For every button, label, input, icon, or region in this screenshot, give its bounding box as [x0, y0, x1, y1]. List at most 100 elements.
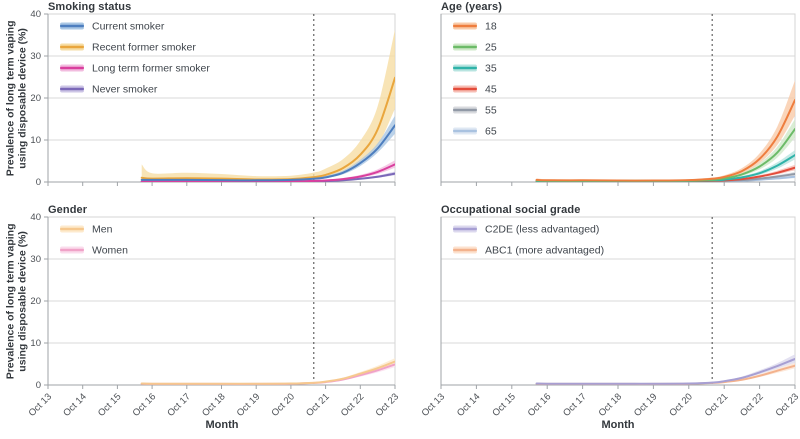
y-tick-label: 30	[30, 51, 41, 62]
legend-occupational-social-grade: C2DE (less advantaged) ABC1 (more advanta…	[453, 224, 604, 257]
y-tick-label: 0	[36, 177, 41, 188]
ci-band-25	[536, 119, 795, 182]
series-line-long-term-former-smoker	[140, 163, 395, 182]
x-tick-label: Oct 13	[420, 391, 448, 419]
ci-band-c2de-less-advantaged	[536, 354, 795, 385]
x-tick-label: Oct 19	[235, 391, 263, 419]
x-tick-label: Oct 18	[597, 391, 625, 419]
legend-label: Men	[92, 224, 113, 236]
legend-line-swatch	[453, 248, 477, 252]
legend-line-swatch	[453, 45, 477, 49]
legend-item-65: 65	[453, 126, 497, 138]
legend-line-swatch	[60, 24, 84, 28]
legend-item-men: Men	[60, 224, 113, 236]
legend-line-swatch	[60, 66, 84, 70]
panel-title-age: Age (years)	[441, 1, 503, 13]
legend-item-women: Women	[60, 245, 128, 257]
x-tick-label: Oct 17	[561, 391, 589, 419]
legend-label: 55	[485, 105, 497, 117]
x-tick-label: Oct 14	[61, 391, 89, 419]
legend-gender: Men Women	[60, 224, 128, 257]
panel-title-gender: Gender	[48, 204, 88, 216]
series-line-c2de-less-advantaged	[535, 358, 795, 385]
panel-gender: Oct 13 Oct 14 Oct 15 Oct 16 Oct 17 Oct 18 Oct …	[27, 212, 402, 419]
ci-band-women	[141, 361, 395, 385]
legend-label: Recent former smoker	[92, 42, 196, 54]
y-tick-label: 30	[30, 254, 41, 265]
x-axis-title-left: Month	[205, 419, 239, 431]
legend-item-25: 25	[453, 42, 497, 54]
x-tick-label: Oct 19	[632, 391, 660, 419]
y-tick-label: 40	[30, 212, 41, 223]
legend-label: C2DE (less advantaged)	[485, 224, 599, 236]
legend-item-c2de-less-advantaged: C2DE (less advantaged)	[453, 224, 599, 236]
x-tick-label: Oct 14	[455, 391, 483, 419]
series-line-recent-former-smoker	[140, 76, 395, 181]
y-tick-label: 10	[30, 338, 41, 349]
legend-item-45: 45	[453, 84, 497, 96]
legend-line-swatch	[60, 87, 84, 91]
legend-label: ABC1 (more advantaged)	[485, 245, 604, 257]
legend-label: Long term former smoker	[92, 63, 210, 75]
legend-line-swatch	[453, 66, 477, 70]
legend-smoking-status: Current smoker Recent former smoker Long t…	[60, 21, 210, 96]
y-tick-label: 20	[30, 296, 41, 307]
legend-item-recent-former-smoker: Recent former smoker	[60, 42, 196, 54]
ci-band-men	[141, 358, 395, 385]
panel-title-smoking-status: Smoking status	[48, 1, 132, 13]
x-tick-label: Oct 16	[131, 391, 159, 419]
legend-line-swatch	[453, 108, 477, 112]
x-tick-label: Oct 15	[96, 391, 124, 419]
legend-item-abc1-more-advantaged: ABC1 (more advantaged)	[453, 245, 604, 257]
legend-item-never-smoker: Never smoker	[60, 84, 158, 96]
legend-label: 45	[485, 84, 497, 96]
legend-item-18: 18	[453, 21, 497, 33]
legend-item-55: 55	[453, 105, 497, 117]
series-line-current-smoker	[140, 124, 395, 182]
x-tick-label: Oct 20	[667, 391, 695, 419]
legend-line-swatch	[453, 87, 477, 91]
y-axis-title-bottom: Prevalence of long term vaping using dis…	[4, 223, 29, 380]
y-tick-label: 40	[30, 9, 41, 20]
series-line-18	[535, 99, 795, 182]
panel-title-occupational-social-grade: Occupational social grade	[441, 204, 581, 216]
x-axis-title-right: Month	[601, 419, 635, 431]
legend-label: 25	[485, 42, 497, 54]
legend-item-long-term-former-smoker: Long term former smoker	[60, 63, 210, 75]
panel-age-years: 18 25 35 45 55 65	[440, 13, 796, 186]
y-axis-title-top: Prevalence of long term vaping using dis…	[4, 20, 29, 177]
legend-label: 35	[485, 63, 497, 75]
x-tick-label: Oct 22	[339, 391, 367, 419]
legend-line-swatch	[453, 227, 477, 231]
legend-line-swatch	[453, 129, 477, 133]
legend-item-35: 35	[453, 63, 497, 75]
legend-label: Never smoker	[92, 84, 158, 96]
x-tick-label: Oct 15	[490, 391, 518, 419]
y-tick-label: 0	[36, 380, 41, 391]
x-tick-label: Oct 13	[27, 391, 55, 419]
x-tick-label: Oct 23	[374, 391, 402, 419]
panel-smoking-status: 0 10 20 30 40 Current smoker Recent former smo…	[30, 9, 396, 188]
x-tick-label: Oct 21	[703, 391, 731, 419]
legend-label: 65	[485, 126, 497, 138]
x-tick-label: Oct 22	[738, 391, 766, 419]
legend-age-years: 18 25 35 45 55 65	[453, 21, 497, 138]
x-tick-label: Oct 17	[165, 391, 193, 419]
panel-occupational-social-grade: Oct 13 Oct 14 Oct 15 Oct 16 Oct 17 Oct 18 Oct …	[420, 216, 800, 419]
legend-label: Women	[92, 245, 128, 257]
legend-line-swatch	[453, 24, 477, 28]
y-tick-label: 20	[30, 93, 41, 104]
legend-line-swatch	[60, 45, 84, 49]
legend-line-swatch	[60, 227, 84, 231]
x-tick-label: Oct 18	[200, 391, 228, 419]
x-tick-label: Oct 23	[774, 391, 800, 419]
x-tick-label: Oct 21	[304, 391, 332, 419]
legend-label: Current smoker	[92, 21, 165, 33]
x-tick-label: Oct 16	[526, 391, 554, 419]
y-tick-label: 10	[30, 135, 41, 146]
legend-item-current-smoker: Current smoker	[60, 21, 165, 33]
x-tick-label: Oct 20	[269, 391, 297, 419]
series-line-men	[140, 360, 395, 385]
